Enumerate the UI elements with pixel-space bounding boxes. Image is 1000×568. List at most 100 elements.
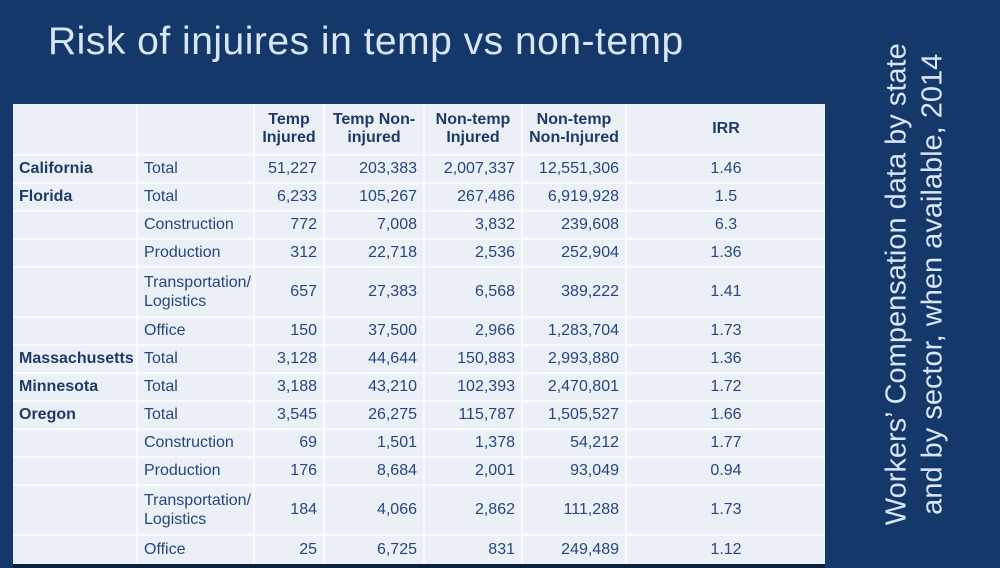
temp-injured-cell: 69 (255, 430, 325, 458)
nontemp-injured-cell: 102,393 (425, 374, 523, 402)
temp-non-injured-cell: 105,267 (325, 184, 425, 212)
column-header: Non-temp Injured (425, 104, 523, 156)
table-row: Construction 69 1,501 1,378 54,212 1.77 (13, 430, 825, 458)
table-row: Production 176 8,684 2,001 93,049 0.94 (13, 458, 825, 486)
irr-cell: 1.5 (627, 184, 825, 212)
table-row: Florida Total 6,233 105,267 267,486 6,919,928… (13, 184, 825, 212)
state-cell: Oregon (13, 402, 138, 430)
table-row: Transportation/ Logistics 657 27,383 6,568 3… (13, 268, 825, 318)
nontemp-non-injured-cell: 6,919,928 (523, 184, 627, 212)
sector-cell: Construction (138, 430, 255, 458)
temp-injured-cell: 51,227 (255, 156, 325, 184)
nontemp-injured-cell: 2,001 (425, 458, 523, 486)
slide-title: Risk of injuires in temp vs non-temp (48, 20, 684, 63)
table-row: Massachusetts Total 3,128 44,644 150,883 2,99… (13, 346, 825, 374)
table-body: California Total 51,227 203,383 2,007,337 12,… (13, 156, 825, 564)
nontemp-non-injured-cell: 54,212 (523, 430, 627, 458)
temp-injured-cell: 25 (255, 536, 325, 564)
table-head: Temp Injured Temp Non- injured Non-temp In… (13, 104, 825, 156)
table-row: Minnesota Total 3,188 43,210 102,393 2,470,80… (13, 374, 825, 402)
temp-injured-cell: 657 (255, 268, 325, 318)
column-header: Temp Non- injured (325, 104, 425, 156)
nontemp-injured-cell: 2,536 (425, 240, 523, 268)
temp-injured-cell: 312 (255, 240, 325, 268)
sector-cell: Office (138, 536, 255, 564)
side-note-line-2: and by sector, when available, 2014 (917, 53, 949, 515)
temp-non-injured-cell: 8,684 (325, 458, 425, 486)
nontemp-injured-cell: 150,883 (425, 346, 523, 374)
irr-cell: 1.73 (627, 318, 825, 346)
nontemp-non-injured-cell: 93,049 (523, 458, 627, 486)
side-note-text: Workers’ Compensation data by state and … (879, 43, 952, 525)
state-cell: Massachusetts (13, 346, 138, 374)
temp-injured-cell: 176 (255, 458, 325, 486)
state-cell: Florida (13, 184, 138, 212)
temp-injured-cell: 6,233 (255, 184, 325, 212)
side-note-line-1: Workers’ Compensation data by state (880, 43, 913, 525)
state-cell (13, 318, 138, 346)
column-header: IRR (627, 104, 825, 156)
column-header (138, 104, 255, 156)
irr-cell: 6.3 (627, 212, 825, 240)
nontemp-non-injured-cell: 2,993,880 (523, 346, 627, 374)
table-row: Construction 772 7,008 3,832 239,608 6.3 (13, 212, 825, 240)
temp-injured-cell: 3,128 (255, 346, 325, 374)
column-header (13, 104, 138, 156)
state-cell: California (13, 156, 138, 184)
column-header: Temp Injured (255, 104, 325, 156)
nontemp-non-injured-cell: 1,283,704 (523, 318, 627, 346)
table-row: Office 25 6,725 831 249,489 1.12 (13, 536, 825, 564)
state-cell (13, 212, 138, 240)
nontemp-non-injured-cell: 249,489 (523, 536, 627, 564)
nontemp-injured-cell: 267,486 (425, 184, 523, 212)
irr-cell: 1.72 (627, 374, 825, 402)
temp-non-injured-cell: 44,644 (325, 346, 425, 374)
state-cell (13, 430, 138, 458)
state-cell (13, 458, 138, 486)
nontemp-non-injured-cell: 252,904 (523, 240, 627, 268)
temp-non-injured-cell: 26,275 (325, 402, 425, 430)
workers-comp-table: Temp Injured Temp Non- injured Non-temp In… (13, 104, 825, 564)
temp-injured-cell: 3,188 (255, 374, 325, 402)
nontemp-injured-cell: 6,568 (425, 268, 523, 318)
sector-cell: Construction (138, 212, 255, 240)
state-cell: Minnesota (13, 374, 138, 402)
header-row: Temp Injured Temp Non- injured Non-temp In… (13, 104, 825, 156)
table-row: Office 150 37,500 2,966 1,283,704 1.73 (13, 318, 825, 346)
nontemp-injured-cell: 2,007,337 (425, 156, 523, 184)
temp-non-injured-cell: 7,008 (325, 212, 425, 240)
sector-cell: Transportation/ Logistics (138, 486, 255, 536)
irr-cell: 1.77 (627, 430, 825, 458)
table-row: California Total 51,227 203,383 2,007,337 12,… (13, 156, 825, 184)
temp-non-injured-cell: 203,383 (325, 156, 425, 184)
nontemp-injured-cell: 3,832 (425, 212, 523, 240)
irr-cell: 1.36 (627, 240, 825, 268)
temp-non-injured-cell: 22,718 (325, 240, 425, 268)
temp-non-injured-cell: 27,383 (325, 268, 425, 318)
irr-cell: 1.12 (710, 541, 742, 558)
irr-cell: 1.66 (627, 402, 825, 430)
temp-injured-cell: 150 (255, 318, 325, 346)
state-cell (13, 268, 138, 318)
nontemp-injured-cell: 2,862 (425, 486, 523, 536)
temp-non-injured-cell: 37,500 (325, 318, 425, 346)
nontemp-injured-cell: 2,966 (425, 318, 523, 346)
data-table-container: Temp Injured Temp Non- injured Non-temp In… (13, 104, 825, 564)
nontemp-injured-cell: 1,378 (425, 430, 523, 458)
nontemp-non-injured-cell: 111,288 (523, 486, 627, 536)
state-cell (13, 486, 138, 536)
temp-non-injured-cell: 4,066 (325, 486, 425, 536)
irr-cell: 1.36 (627, 346, 825, 374)
temp-non-injured-cell: 43,210 (325, 374, 425, 402)
irr-cell: 1.41 (627, 268, 825, 318)
temp-injured-cell: 184 (255, 486, 325, 536)
sector-cell: Production (138, 458, 255, 486)
nontemp-non-injured-cell: 12,551,306 (523, 156, 627, 184)
nontemp-injured-cell: 831 (425, 536, 523, 564)
table-row: Oregon Total 3,545 26,275 115,787 1,505,527 1.… (13, 402, 825, 430)
nontemp-non-injured-cell: 2,470,801 (523, 374, 627, 402)
irr-cell: 1.73 (627, 486, 825, 536)
temp-non-injured-cell: 6,725 (325, 536, 425, 564)
state-cell (13, 240, 138, 268)
